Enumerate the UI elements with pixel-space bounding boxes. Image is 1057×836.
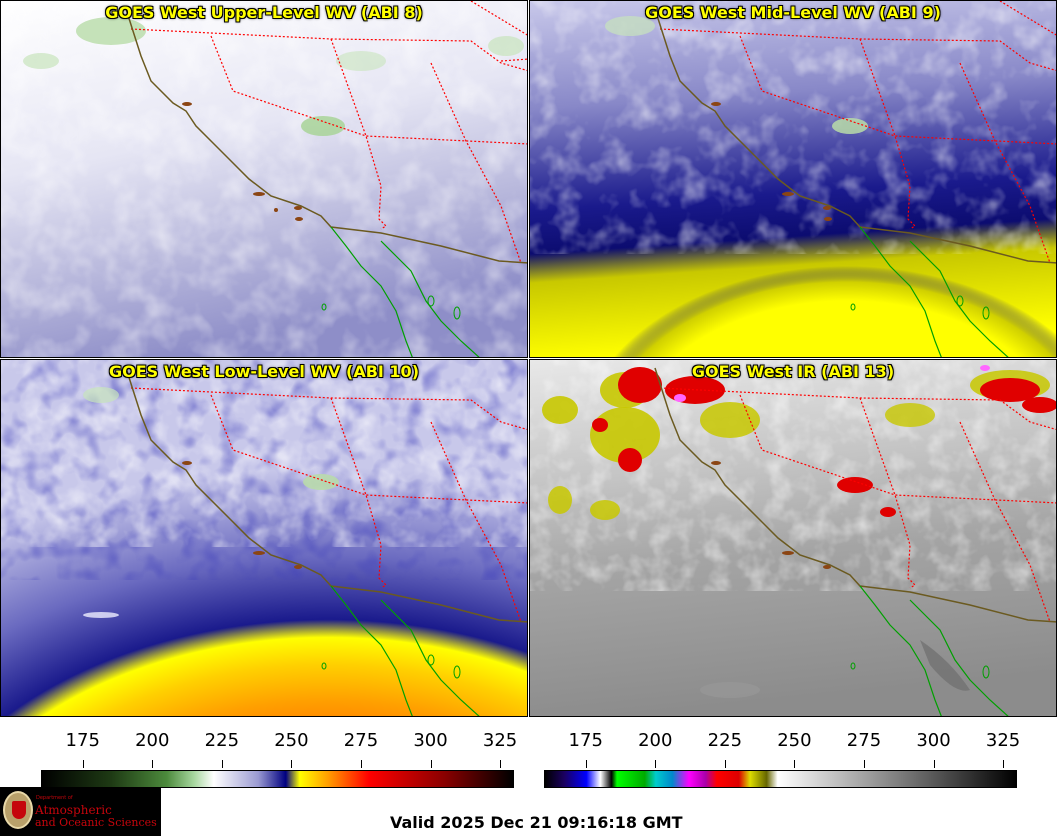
ir-color-scale: 175 200 225 250 275 300 325 [544, 730, 1021, 788]
ir-scale-tick-label: 250 [777, 730, 812, 751]
ir-scale-tick-mark [585, 760, 587, 768]
ir-panel: GOES West IR (ABI 13) [529, 359, 1057, 717]
wv-scale-colorbar [41, 770, 514, 788]
ir-scale-tick-mark [863, 760, 865, 768]
low-level-wv-panel: GOES West Low-Level WV (ABI 10) [0, 359, 528, 717]
valid-time: Valid 2025 Dec 21 09:16:18 GMT [390, 813, 683, 832]
aos-logo: Department of Atmospheric and Oceanic Sc… [0, 787, 161, 836]
ir-scale-tick-label: 200 [638, 730, 673, 751]
ir-image [530, 360, 1056, 716]
wv-scale-tick-label: 300 [413, 730, 448, 751]
wv-scale-tick-mark [500, 760, 502, 768]
ir-scale-tick-mark [655, 760, 657, 768]
ir-scale-colorbar [544, 770, 1017, 788]
wv-scale-tick-mark [430, 760, 432, 768]
mid-level-wv-panel: GOES West Mid-Level WV (ABI 9) [529, 0, 1057, 358]
wv-scale-tick-label: 225 [204, 730, 240, 751]
ir-scale-tick-label: 275 [846, 730, 882, 751]
ir-scale-tick-label: 225 [707, 730, 743, 751]
mid-level-wv-image [530, 1, 1056, 357]
uw-seal-icon [3, 791, 33, 829]
logo-line2: and Oceanic Sciences [35, 816, 157, 829]
wv-scale-tick-mark [152, 760, 154, 768]
wv-scale-tick-mark [221, 760, 223, 768]
ir-scale-tick-label: 300 [916, 730, 951, 751]
logo-dept-text: Department of [36, 795, 73, 801]
ir-scale-tick-mark [794, 760, 796, 768]
low-level-wv-image [1, 360, 527, 716]
upper-level-wv-image [1, 1, 527, 357]
wv-scale-tick-mark [360, 760, 362, 768]
logo-line1: Atmospheric [35, 803, 112, 817]
ir-scale-tick-mark [933, 760, 935, 768]
ir-scale-tick-mark [724, 760, 726, 768]
ir-scale-tick-label: 325 [985, 730, 1021, 751]
upper-level-wv-panel: GOES West Upper-Level WV (ABI 8) [0, 0, 528, 358]
wv-scale-tick-label: 200 [135, 730, 170, 751]
wv-scale-tick-label: 325 [482, 730, 518, 751]
wv-color-scale: 175 200 225 250 275 300 325 [41, 730, 518, 788]
wv-scale-tick-mark [82, 760, 84, 768]
wv-scale-tick-mark [291, 760, 293, 768]
wv-scale-tick-label: 275 [343, 730, 379, 751]
wv-scale-tick-label: 175 [65, 730, 100, 751]
wv-scale-tick-label: 250 [274, 730, 309, 751]
ir-scale-tick-mark [1003, 760, 1005, 768]
ir-scale-tick-label: 175 [568, 730, 603, 751]
